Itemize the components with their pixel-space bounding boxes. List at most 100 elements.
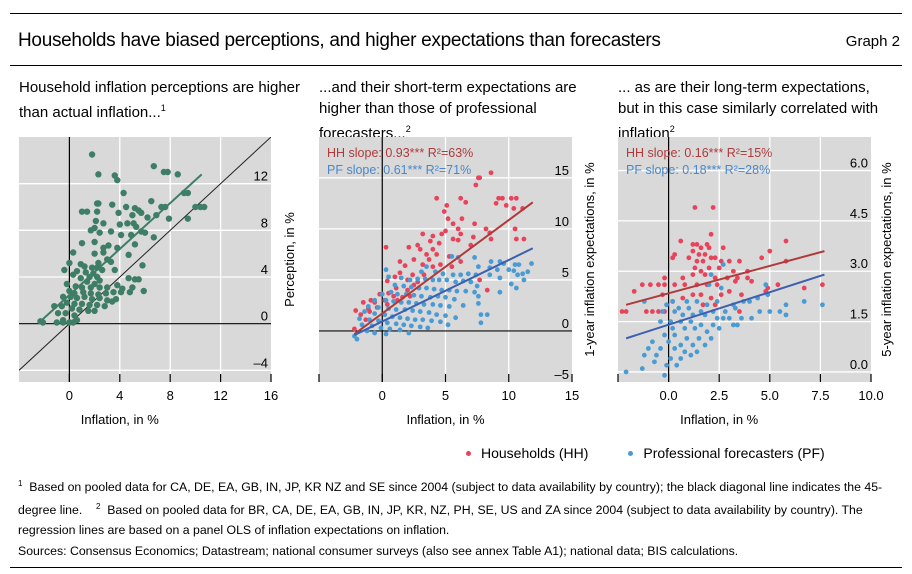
data-point [148, 197, 155, 205]
data-point [698, 268, 704, 274]
data-point [378, 325, 384, 331]
hh-regression-line [353, 201, 534, 335]
data-point [745, 275, 750, 281]
data-point [114, 281, 121, 289]
data-point [129, 284, 136, 291]
data-point [686, 305, 692, 311]
data-point [670, 299, 676, 304]
data-point [494, 267, 500, 273]
data-point [53, 319, 60, 326]
data-point [383, 297, 389, 303]
panel-2-footnote-ref: 2 [405, 124, 411, 134]
data-point [352, 326, 357, 332]
data-point [87, 284, 95, 291]
y-tick-label: –5 [555, 367, 569, 382]
data-point [739, 292, 744, 298]
data-point [397, 315, 403, 321]
data-point [424, 264, 429, 270]
data-point [473, 182, 479, 188]
data-point [165, 215, 173, 222]
data-point [150, 234, 158, 241]
data-point [656, 282, 661, 288]
y-tick-label: 3.0 [850, 256, 868, 271]
data-point [712, 275, 718, 281]
data-point [91, 307, 98, 315]
data-point [678, 356, 684, 361]
data-point [359, 322, 365, 328]
x-tick-label: 15 [565, 388, 579, 403]
data-point [757, 309, 763, 314]
data-point [395, 291, 400, 297]
data-point [357, 316, 362, 322]
y-tick-label: 15 [555, 163, 569, 178]
data-point [384, 320, 390, 326]
data-point [694, 241, 700, 247]
y-tick-label: 8 [261, 215, 268, 230]
data-point [664, 362, 669, 368]
data-point [730, 268, 736, 274]
data-point [201, 203, 208, 211]
y-axis-label: 1-year inflation expectations, in % [582, 162, 597, 357]
data-point [88, 295, 96, 303]
data-point [458, 195, 464, 201]
data-point [415, 242, 421, 248]
data-point [102, 290, 110, 297]
data-point [732, 305, 738, 311]
data-point [680, 295, 686, 301]
data-point [520, 271, 526, 277]
data-point [411, 257, 417, 262]
data-point [450, 236, 456, 242]
data-point [820, 302, 825, 308]
data-point [477, 277, 483, 283]
data-point [69, 249, 77, 256]
data-point [488, 236, 494, 242]
data-point [698, 309, 704, 314]
data-point [516, 262, 522, 268]
data-point [493, 200, 499, 206]
data-point [71, 300, 78, 308]
data-point [397, 270, 403, 276]
x-tick-label: 0 [379, 388, 386, 403]
data-point [443, 313, 448, 319]
series-perception [37, 151, 208, 326]
legend-label-forecasters: Professional forecasters (PF) [643, 445, 825, 461]
title-rule [10, 65, 902, 66]
data-point [672, 332, 678, 338]
legend-item-forecasters: Professional forecasters (PF) [628, 445, 825, 461]
data-point [694, 258, 700, 264]
data-point [384, 278, 390, 284]
legend-label-households: Households (HH) [481, 445, 589, 461]
x-tick-label: 2.5 [710, 388, 728, 403]
data-point [424, 285, 429, 291]
data-point [391, 298, 397, 304]
data-point [443, 294, 448, 300]
graph-number: Graph 2 [845, 33, 900, 50]
data-point [666, 339, 671, 345]
data-point [192, 203, 199, 211]
data-point [358, 312, 364, 318]
data-point [720, 262, 726, 267]
data-point [376, 305, 381, 310]
data-point [801, 285, 807, 291]
data-point [421, 302, 427, 307]
data-point [354, 336, 360, 342]
data-point [438, 262, 443, 268]
data-point [478, 312, 484, 318]
x-tick-label: 16 [264, 388, 278, 403]
data-point [696, 335, 702, 341]
data-point [475, 300, 481, 306]
data-point [455, 237, 461, 243]
data-point [105, 242, 112, 249]
data-point [126, 288, 134, 296]
data-point [726, 288, 732, 294]
data-point [704, 329, 710, 335]
data-point [458, 231, 464, 237]
data-point [450, 272, 456, 278]
data-point [438, 303, 443, 308]
data-point [759, 255, 765, 261]
data-point [87, 290, 95, 297]
data-point [692, 205, 698, 210]
y-tick-label: 5 [562, 265, 569, 280]
hh-slope-annotation: HH slope: 0.93*** R²=63% [327, 146, 473, 160]
